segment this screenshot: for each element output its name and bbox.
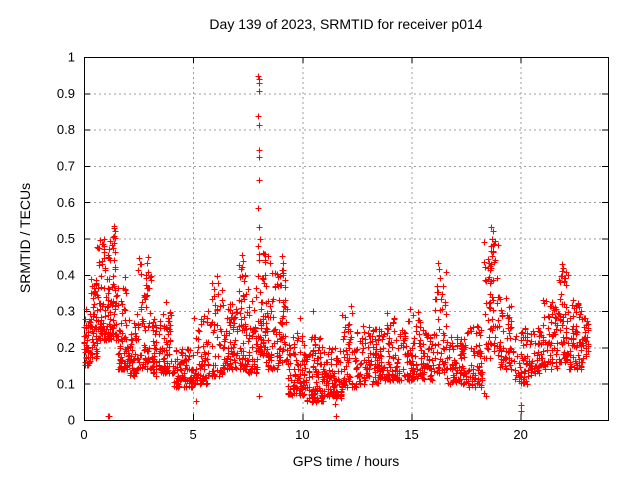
y-tick-label: 0.2 [57,340,75,355]
tick-labels: 00.10.20.30.40.50.60.70.80.910 5 10 15 20 [57,50,528,442]
plot-border [84,57,609,421]
y-tick-label: 0.7 [57,158,75,173]
x-axis-label: GPS time / hours [292,453,400,469]
y-tick-label: 0.8 [57,122,75,137]
y-tick-label: 0.9 [57,86,75,101]
y-tick-label: 0.6 [57,195,75,210]
y-tick-label: 1 [68,50,75,65]
y-tick-label: 0.3 [57,304,75,319]
chart-title: Day 139 of 2023, SRMTID for receiver p01… [209,16,483,32]
x-tick-label: 10 [295,427,309,442]
x-tick-label: 0 [80,427,87,442]
x-tick-label: 20 [513,427,527,442]
y-tick-label: 0.4 [57,267,75,282]
y-tick-label: 0.1 [57,376,75,391]
x-tick-label: 5 [190,427,197,442]
y-tick-label: 0.5 [57,231,75,246]
scatter-points [81,73,592,420]
y-tick-label: 0 [68,413,75,428]
x-tick-label: 15 [404,427,418,442]
